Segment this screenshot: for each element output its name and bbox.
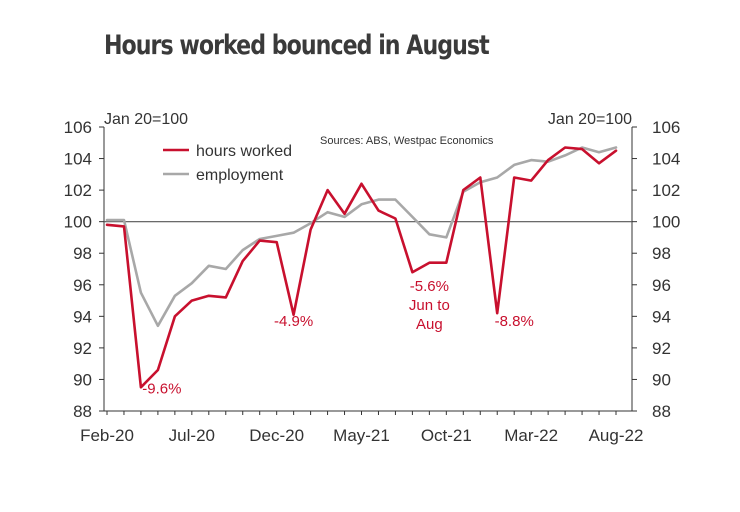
y-tick-label-right: 106	[652, 118, 680, 137]
left-axis-label: Jan 20=100	[104, 111, 188, 128]
legend-label-hours-worked: hours worked	[196, 143, 292, 160]
annotation-label: -8.8%	[495, 313, 534, 330]
y-tick-label-right: 90	[652, 370, 671, 389]
x-tick-label: Oct-21	[421, 426, 472, 445]
x-tick-label: Mar-22	[504, 426, 558, 445]
x-tick-label: Feb-20	[80, 426, 134, 445]
y-tick-label-right: 104	[652, 150, 680, 169]
x-tick-label: May-21	[333, 426, 390, 445]
y-tick-label-right: 94	[652, 307, 671, 326]
y-tick-label-left: 88	[73, 402, 92, 421]
y-tick-label-right: 98	[652, 244, 671, 263]
y-tick-label-left: 94	[73, 307, 92, 326]
source-note: Sources: ABS, Westpac Economics	[320, 135, 494, 147]
y-tick-label-left: 98	[73, 244, 92, 263]
y-tick-label-left: 106	[64, 118, 92, 137]
x-tick-label: Dec-20	[249, 426, 304, 445]
annotation-label: -9.6%	[142, 381, 181, 398]
legend-label-employment: employment	[196, 167, 284, 184]
y-tick-label-left: 92	[73, 339, 92, 358]
x-tick-label: Jul-20	[169, 426, 215, 445]
annotation-label: Jun to	[409, 297, 450, 314]
y-tick-label-left: 100	[64, 213, 92, 232]
y-tick-label-right: 100	[652, 213, 680, 232]
chart-title: Hours worked bounced in August	[104, 30, 490, 61]
series-line-hours-worked	[105, 146, 618, 389]
series-line-employment	[105, 146, 618, 328]
right-axis-label: Jan 20=100	[548, 111, 632, 128]
y-tick-label-right: 88	[652, 402, 671, 421]
annotation-label: Aug	[416, 316, 443, 333]
y-tick-label-right: 102	[652, 181, 680, 200]
annotation-label: -4.9%	[274, 313, 313, 330]
y-tick-label-right: 92	[652, 339, 671, 358]
y-tick-label-right: 96	[652, 276, 671, 295]
x-tick-label: Aug-22	[589, 426, 644, 445]
y-tick-label-left: 104	[64, 150, 92, 169]
annotation-label: -5.6%	[410, 278, 449, 295]
y-tick-label-left: 90	[73, 370, 92, 389]
y-tick-label-left: 102	[64, 181, 92, 200]
y-tick-label-left: 96	[73, 276, 92, 295]
